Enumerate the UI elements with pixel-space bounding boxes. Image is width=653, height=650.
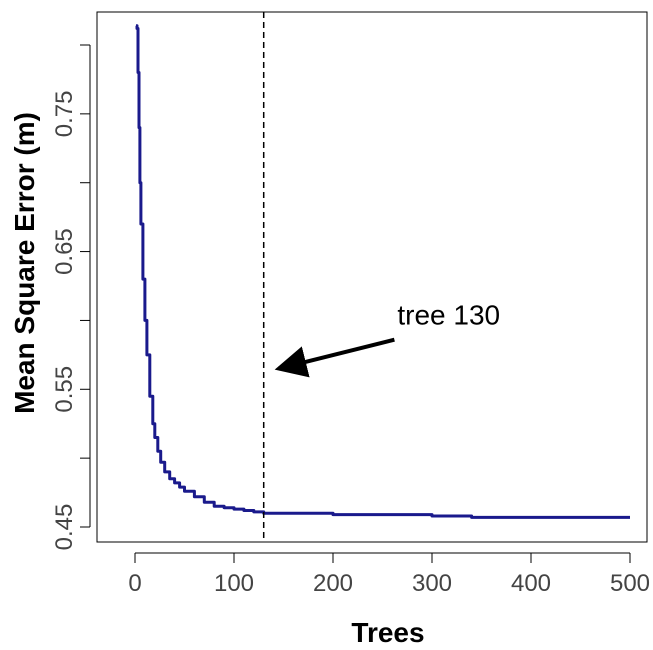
x-tick-label: 500	[610, 570, 650, 597]
x-axis-title: Trees	[351, 617, 424, 648]
series-layer	[135, 24, 630, 519]
y-tick-label: 0.55	[51, 366, 78, 413]
y-axis: 0.45 0.55 0.65 0.75	[51, 44, 91, 551]
x-tick-label: 200	[313, 570, 353, 597]
x-tick-label: 400	[511, 570, 551, 597]
y-tick-label: 0.65	[51, 228, 78, 275]
x-tick-label: 100	[214, 570, 254, 597]
plot-frame	[96, 11, 648, 543]
x-tick-label: 300	[412, 570, 452, 597]
annotation-layer: tree 130	[262, 12, 500, 542]
series-line	[135, 24, 630, 519]
annotation-label: tree 130	[397, 300, 500, 331]
y-tick-label: 0.45	[51, 504, 78, 551]
annotation-arrow	[274, 337, 395, 378]
y-axis-title: Mean Square Error (m)	[9, 112, 40, 414]
x-tick-label: 0	[128, 570, 141, 597]
x-axis: 0 100 200 300 400 500	[128, 552, 650, 597]
y-tick-label: 0.75	[51, 90, 78, 137]
